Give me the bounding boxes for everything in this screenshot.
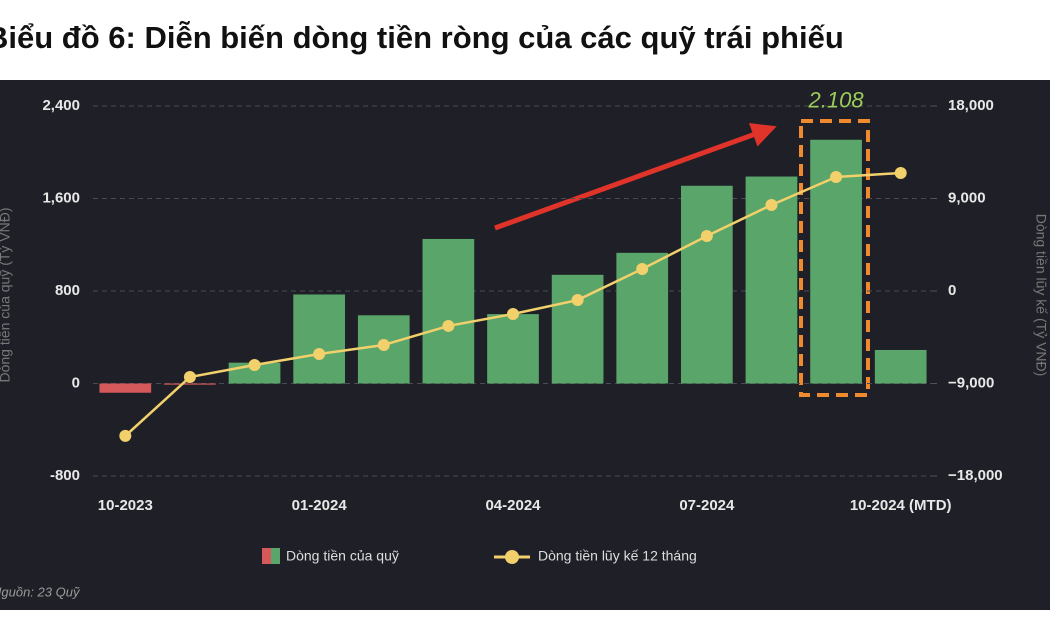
line-point xyxy=(119,429,132,442)
y2-tick-label: 18,000 xyxy=(948,97,994,114)
y-tick-label: 2,400 xyxy=(42,97,80,114)
y-axis-title: Dòng tiền của quỹ (Tỷ VNĐ) xyxy=(0,207,13,382)
x-tick-label: 10-2024 (MTD) xyxy=(850,497,952,514)
trend-arrow xyxy=(494,123,777,231)
y-tick-label: -800 xyxy=(50,467,80,484)
legend-label: Dòng tiền lũy kế 12 tháng xyxy=(538,548,697,564)
line-point xyxy=(636,263,649,276)
line-point xyxy=(571,294,584,307)
y-tick-label: 800 xyxy=(55,282,80,299)
line-point xyxy=(248,359,261,371)
value-label: 2.108 xyxy=(808,88,865,113)
bar xyxy=(874,349,927,384)
y2-tick-label: −9,000 xyxy=(948,374,994,391)
legend-swatch xyxy=(262,548,271,564)
legend-swatch xyxy=(271,548,280,564)
x-tick-label: 01-2024 xyxy=(292,497,348,514)
source-note: Nguồn: 23 Quỹ xyxy=(0,584,81,599)
legend: Dòng tiền của quỹ Dòng tiền lũy kế 12 th… xyxy=(262,548,697,564)
legend-marker xyxy=(505,550,519,564)
bar xyxy=(164,383,216,385)
legend-label: Dòng tiền của quỹ xyxy=(286,548,399,564)
line-point xyxy=(700,230,713,243)
bar xyxy=(487,314,539,384)
line-point xyxy=(183,371,196,384)
y2-tick-label: 0 xyxy=(948,282,956,299)
y2-tick-label: 9,000 xyxy=(948,189,986,206)
y-tick-label: 0 xyxy=(72,374,80,391)
line-point xyxy=(442,319,455,332)
line-point xyxy=(765,198,778,211)
x-tick-label: 07-2024 xyxy=(679,497,735,514)
bar xyxy=(681,185,733,384)
bar xyxy=(293,294,345,384)
bar xyxy=(745,176,798,384)
x-tick-label: 10-2023 xyxy=(98,497,153,514)
chart-title: Biểu đồ 6: Diễn biến dòng tiền ròng của … xyxy=(0,20,844,55)
line-point xyxy=(377,338,390,351)
line-point xyxy=(507,308,519,321)
line-point xyxy=(313,348,326,361)
y2-axis-title: Dòng tiền lũy kế (Tỷ VNĐ) xyxy=(1033,214,1049,377)
y2-tick-label: −18,000 xyxy=(948,467,1003,484)
line-point xyxy=(894,167,907,180)
x-tick-label: 04-2024 xyxy=(485,497,541,514)
bar xyxy=(422,238,475,384)
y-tick-label: 1,600 xyxy=(42,189,80,206)
line-point xyxy=(830,171,843,184)
bar xyxy=(99,383,152,393)
